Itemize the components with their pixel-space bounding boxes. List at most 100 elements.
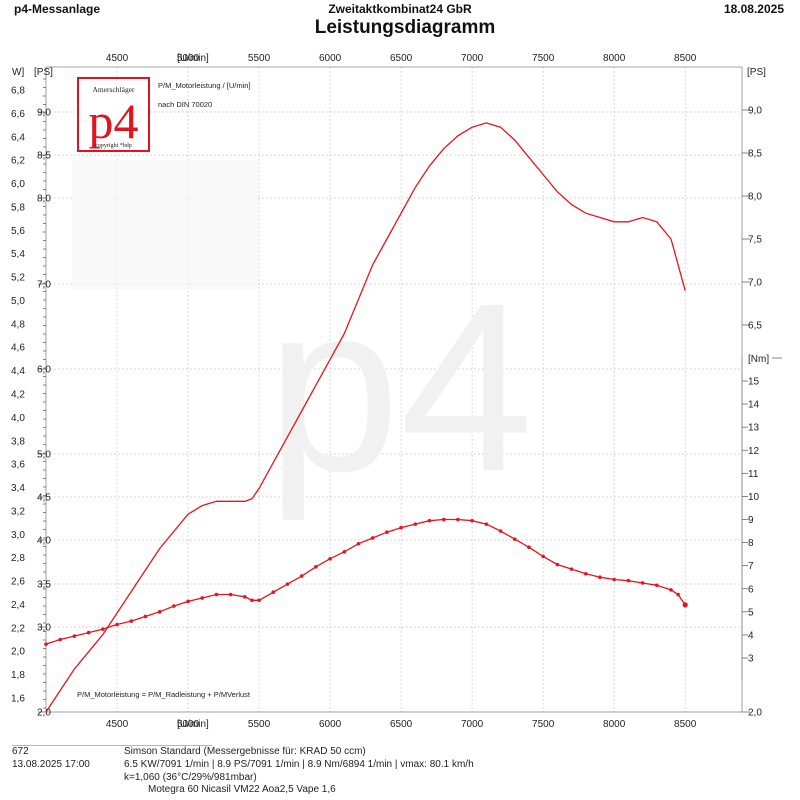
nm-tick-label: 11 [748,469,759,480]
logo-mark: p4 [89,93,139,149]
series-annotation: P/M_Motorleistung / [U/min] [158,81,251,90]
kw-tick-label: 4,0 [11,413,25,424]
torque-point [598,575,602,580]
x-tick-label-bottom: 7000 [461,719,484,730]
kw-tick-label: 6,4 [11,132,25,143]
kw-tick-label: 3,2 [11,506,25,517]
chart-axes: 4500 4500 5000 5000 5500 5500 6000 6000 6500 6500… [11,53,782,730]
nm-tick-label: 6 [748,584,754,595]
x-tick-label-bottom: 4500 [106,719,129,730]
power-chart: 4500 4500 5000 5000 5500 5500 6000 6000 6500 6500… [11,53,782,730]
kw-unit-label: W] [12,67,24,78]
x-tick-label-top: 7000 [461,53,484,64]
torque-point [470,518,474,523]
torque-point [612,577,616,582]
vehicle-info: Simson Standard (Messergebnisse für: KRA… [124,746,366,757]
torque-point [186,599,190,604]
kw-tick-label: 2,2 [11,623,25,634]
torque-point [157,610,162,614]
kw-tick-label: 4,8 [11,319,25,330]
engine-config: Motegra 60 Nicasil VM22 Aoa2,5 Vape 1,6 [148,784,336,795]
torque-point [583,571,588,576]
torque-point [257,598,261,603]
kw-tick-label: 5,6 [11,226,25,237]
chart-series [44,122,688,713]
ps-left-tick-label: 6,0 [37,365,51,376]
kw-tick-label: 5,4 [11,249,25,260]
kw-tick-label: 5,8 [11,202,25,213]
torque-point [243,595,247,599]
brand-logo: Amerschläger p4 copyright *bdp [77,77,150,152]
torque-point [370,536,375,540]
torque-point [328,556,332,561]
run-date: 13.08.2025 17:00 [12,759,90,770]
ps-right-tick-label: 7,0 [748,278,762,289]
kw-tick-label: 2,0 [11,647,25,658]
torque-point [399,525,403,530]
power-series-line [45,122,686,713]
ps-left-tick-label: 2,0 [37,708,51,719]
blurred-overlay [72,160,258,290]
kw-tick-label: 1,8 [11,670,25,681]
nm-tick-label: 9 [748,515,754,526]
torque-point [569,567,574,571]
nm-tick-label: 13 [748,423,760,434]
torque-point [676,592,680,597]
footer-divider [12,745,212,746]
ps-right-tick-label: 6,5 [748,321,762,332]
x-tick-label-bottom: 5500 [248,719,271,730]
ps-left-tick-label: 3,5 [37,580,51,591]
logo-bottom-text: copyright *bdp [95,143,132,149]
torque-point [172,604,176,608]
x-tick-label-top: 4500 [106,53,129,64]
torque-point [115,622,119,627]
kw-tick-label: 4,2 [11,390,25,401]
torque-point [214,592,219,597]
nm-tick-label: 7 [748,561,754,572]
nm-tick-label: 14 [748,400,760,411]
kw-tick-label: 5,2 [11,273,25,284]
x-tick-label-bottom: 6500 [390,719,413,730]
kw-tick-label: 2,4 [11,600,25,611]
ps-left-tick-label: 3,0 [37,623,51,634]
torque-point [342,550,347,554]
torque-point [640,581,645,585]
ps-left-unit-label: [PS] [34,67,53,78]
torque-point [271,590,276,595]
torque-point [441,517,446,522]
torque-point [498,529,503,533]
torque-point [129,619,134,623]
nm-tick-label: 10 [748,492,760,503]
kw-tick-label: 3,0 [11,530,25,541]
torque-point [512,537,517,541]
torque-point [101,627,105,631]
torque-point [86,630,91,635]
logo-frame [77,77,150,152]
x-tick-label-bottom: 7500 [532,719,555,730]
ps-left-tick-label: 5,0 [37,450,51,461]
kw-tick-label: 5,0 [11,296,25,307]
ps-right-unit-label: [PS] [747,67,766,78]
kw-tick-label: 4,4 [11,366,25,377]
x-tick-label-bottom: 8500 [674,719,697,730]
kw-tick-label: 6,0 [11,179,25,190]
x-tick-label-top: 5000 [177,53,200,64]
ps-right-tick-label: 8,0 [748,192,762,203]
x-tick-label-top: 6000 [319,53,342,64]
torque-series-line [45,518,686,645]
kw-tick-label: 6,2 [11,156,25,167]
x-tick-label-top: 7500 [532,53,555,64]
x-unit-label-bottom: [U/min] [177,719,209,730]
x-tick-label-top: 8000 [603,53,626,64]
torque-point [228,592,233,597]
torque-point [356,541,361,546]
kw-tick-label: 3,8 [11,436,25,447]
torque-point [44,642,48,646]
torque-point [200,596,205,600]
ps-left-tick-label: 7,0 [37,280,51,291]
nm-tick-label: 5 [748,607,754,618]
kw-tick-label: 6,6 [11,109,25,120]
nm-tick-label: 4 [748,630,754,641]
norm-annotation: nach DIN 70020 [158,100,212,109]
run-number: 672 [12,746,29,757]
